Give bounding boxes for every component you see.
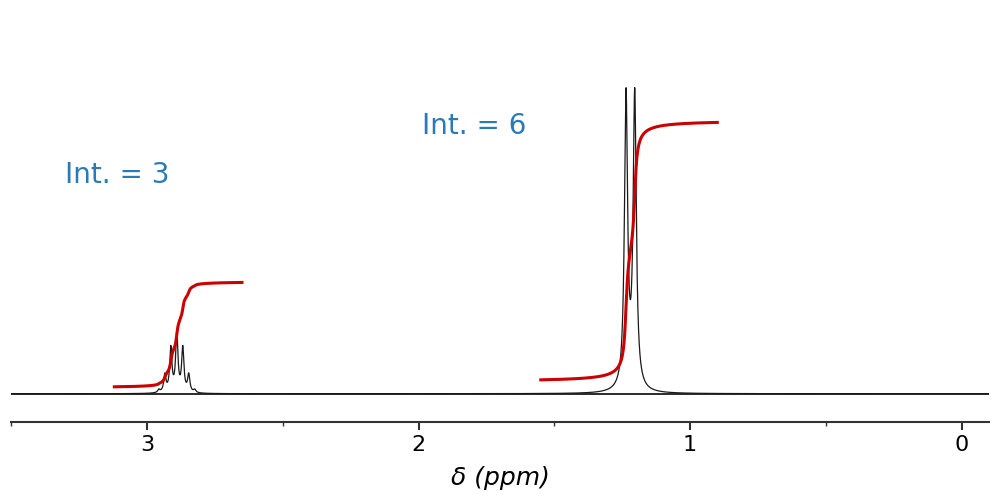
Text: Int. = 3: Int. = 3: [65, 161, 169, 189]
Text: Int. = 6: Int. = 6: [422, 112, 526, 140]
X-axis label: δ (ppm): δ (ppm): [451, 466, 549, 490]
